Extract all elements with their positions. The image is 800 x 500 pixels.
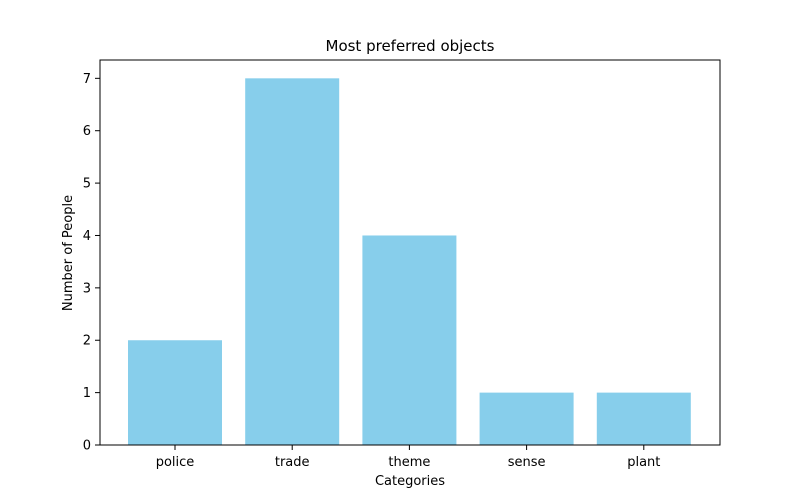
x-axis-label: Categories [375, 474, 445, 489]
x-tick-label: trade [275, 455, 310, 470]
y-tick-label: 6 [83, 124, 91, 139]
chart-title: Most preferred objects [326, 37, 495, 55]
y-ticks-group: 0 1 2 3 4 5 6 7 [83, 72, 100, 454]
x-tick-label: theme [388, 455, 430, 470]
bars-group [128, 78, 691, 445]
bar-trade [245, 78, 340, 445]
y-axis-label: Number of People [61, 195, 76, 311]
bar-police [128, 340, 222, 445]
y-tick-label: 5 [83, 177, 91, 192]
bar-plant [596, 392, 691, 445]
y-tick-label: 2 [83, 334, 91, 349]
x-tick-label: police [156, 455, 195, 470]
y-tick-label: 4 [83, 229, 91, 244]
y-tick-label: 1 [83, 386, 91, 401]
y-tick-label: 7 [83, 72, 91, 87]
x-tick-label: sense [508, 455, 546, 470]
x-ticks-group: police trade theme sense plant [156, 445, 660, 470]
y-tick-label: 3 [83, 281, 91, 296]
plot-area-frame [99, 59, 721, 446]
bar-sense [479, 392, 574, 445]
x-tick-label: plant [627, 455, 660, 470]
bar-theme [362, 235, 457, 445]
y-tick-label: 0 [83, 439, 91, 454]
